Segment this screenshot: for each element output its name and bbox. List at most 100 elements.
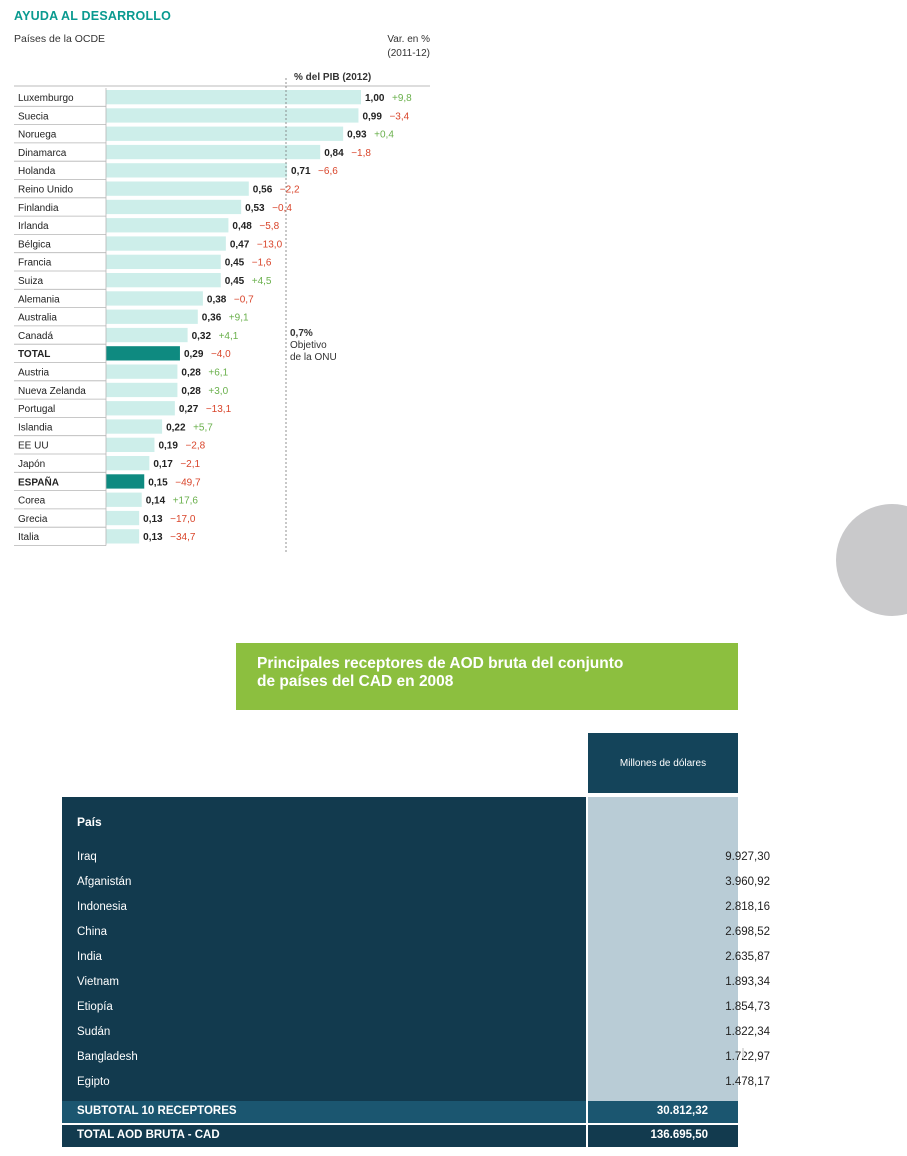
category-label: Australia bbox=[18, 313, 57, 324]
value-label: 0,32 bbox=[192, 331, 212, 342]
value-label: 0,45 bbox=[225, 276, 245, 287]
value-label: 0,38 bbox=[207, 294, 227, 305]
variation-label: +5,7 bbox=[193, 422, 213, 433]
category-label: Canadá bbox=[18, 331, 53, 342]
table-title: Principales receptores de AOD bruta del … bbox=[236, 643, 738, 710]
table-row: Vietnam 1.893,34 bbox=[62, 973, 770, 993]
category-label: Reino Unido bbox=[18, 185, 73, 196]
variation-label: −2,8 bbox=[185, 441, 205, 452]
bar bbox=[106, 199, 242, 215]
value-column-header-box: Millones de dólares bbox=[588, 733, 738, 793]
category-label: Italia bbox=[18, 532, 40, 543]
bar bbox=[106, 181, 249, 196]
category-label: Portugal bbox=[18, 404, 55, 415]
country-name: Sudán bbox=[77, 1026, 111, 1038]
un-target-text-1: Objetivo bbox=[290, 340, 327, 351]
country-name: Indonesia bbox=[77, 901, 127, 913]
bar bbox=[106, 364, 178, 379]
aid-value: 2.698,52 bbox=[725, 926, 770, 938]
variation-label: −1,8 bbox=[351, 148, 371, 159]
country-name: Egipto bbox=[77, 1076, 110, 1088]
variation-header-line1: Var. en % bbox=[387, 34, 430, 45]
value-label: 0,13 bbox=[143, 532, 163, 543]
value-column-bg bbox=[588, 797, 738, 1101]
variation-label: −49,7 bbox=[175, 477, 201, 488]
bar bbox=[106, 108, 359, 123]
value-label: 0,29 bbox=[184, 349, 204, 360]
country-name: Afganistán bbox=[77, 876, 132, 888]
bar bbox=[106, 346, 180, 361]
category-label: ESPAÑA bbox=[18, 475, 59, 488]
bar bbox=[106, 273, 221, 288]
category-label: Irlanda bbox=[18, 221, 49, 232]
category-label: EE UU bbox=[18, 441, 49, 452]
value-label: 0,28 bbox=[181, 368, 201, 379]
category-label: Corea bbox=[18, 496, 46, 507]
subtotal-row: SUBTOTAL 10 RECEPTORES 30.812,32 bbox=[62, 1101, 738, 1123]
table-row: Bangladesh 1.722,97 bbox=[62, 1048, 770, 1068]
variation-label: −13,1 bbox=[206, 404, 232, 415]
bar bbox=[106, 144, 321, 160]
bar bbox=[106, 291, 203, 306]
variation-label: −3,4 bbox=[389, 111, 409, 122]
variation-label: +17,6 bbox=[173, 496, 199, 507]
value-label: 0,84 bbox=[324, 148, 344, 159]
aid-value: 1.854,73 bbox=[725, 1001, 770, 1013]
variation-label: −1,6 bbox=[252, 258, 272, 269]
category-label: Holanda bbox=[18, 166, 56, 177]
variation-label: −17,0 bbox=[170, 514, 196, 525]
variation-label: +4,5 bbox=[252, 276, 272, 287]
bar bbox=[106, 382, 178, 398]
bar bbox=[106, 254, 221, 269]
variation-label: −5,8 bbox=[259, 221, 279, 232]
variation-label: +0,4 bbox=[374, 130, 394, 141]
value-label: 0,36 bbox=[202, 313, 222, 324]
aid-value: 1.893,34 bbox=[725, 976, 770, 988]
variation-label: −0,7 bbox=[234, 294, 254, 305]
variation-label: +6,1 bbox=[208, 368, 228, 379]
value-label: 0,27 bbox=[179, 404, 199, 415]
total-label: TOTAL AOD BRUTA - CAD bbox=[62, 1125, 586, 1147]
subtotal-label: SUBTOTAL 10 RECEPTORES bbox=[62, 1101, 586, 1123]
value-column-header-text: Millones de dólares bbox=[619, 757, 707, 769]
table-row: Afganistán 3.960,92 bbox=[62, 873, 770, 893]
subtotal-value: 30.812,32 bbox=[588, 1101, 738, 1123]
bar bbox=[106, 126, 344, 141]
oecd-aid-chart: AYUDA AL DESARROLLO Países de la OCDE Va… bbox=[0, 0, 500, 570]
category-label: Bélgica bbox=[18, 239, 51, 250]
value-label: 0,53 bbox=[245, 203, 265, 214]
table-row: India 2.635,87 bbox=[62, 948, 770, 968]
country-name: Bangladesh bbox=[77, 1051, 138, 1063]
variation-label: +4,1 bbox=[219, 331, 239, 342]
value-label: 0,15 bbox=[148, 477, 168, 488]
variation-label: −4,0 bbox=[211, 349, 231, 360]
category-label: Finlandia bbox=[18, 203, 59, 214]
category-label: Noruega bbox=[18, 130, 57, 141]
bar bbox=[106, 401, 175, 416]
category-label: Suiza bbox=[18, 276, 43, 287]
value-label: 0,99 bbox=[362, 111, 382, 122]
aid-value: 1.478,17 bbox=[725, 1076, 770, 1088]
variation-label: −2,2 bbox=[280, 185, 300, 196]
variation-label: −6,6 bbox=[318, 166, 338, 177]
bar bbox=[106, 163, 288, 178]
category-label: TOTAL bbox=[18, 349, 50, 360]
variation-header-line2: (2011-12) bbox=[387, 48, 430, 59]
value-label: 0,48 bbox=[232, 221, 252, 232]
aid-value: 1.722,97 bbox=[725, 1051, 770, 1063]
country-name: India bbox=[77, 951, 102, 963]
value-label: 0,13 bbox=[143, 514, 163, 525]
country-name: Vietnam bbox=[77, 976, 119, 988]
value-label: 0,45 bbox=[225, 258, 245, 269]
value-label: 0,28 bbox=[181, 386, 201, 397]
value-label: 0,56 bbox=[253, 185, 273, 196]
category-label: Japón bbox=[18, 459, 45, 470]
category-label: Francia bbox=[18, 258, 52, 269]
value-label: 1,00 bbox=[365, 93, 385, 104]
country-name: China bbox=[77, 926, 108, 938]
bar bbox=[106, 529, 140, 544]
variation-label: −0,4 bbox=[272, 203, 292, 214]
table-title-line2: de países del CAD en 2008 bbox=[257, 673, 454, 690]
value-label: 0,17 bbox=[153, 459, 173, 470]
table-row: Egipto 1.478,17 bbox=[62, 1073, 770, 1093]
